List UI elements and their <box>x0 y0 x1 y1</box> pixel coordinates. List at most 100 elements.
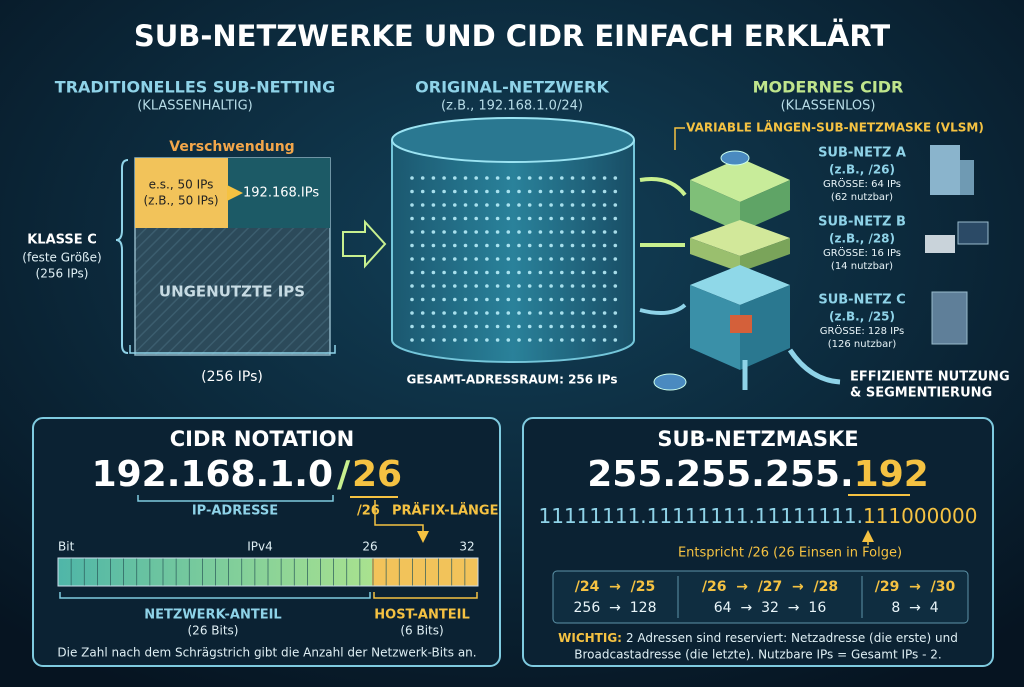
dot <box>560 203 564 207</box>
dot <box>602 257 607 261</box>
dot <box>431 176 436 180</box>
icons <box>925 145 989 345</box>
dot <box>453 230 457 234</box>
binary-mask: 11111111.11111111.11111111.111000000 <box>539 504 978 528</box>
dot <box>517 311 521 315</box>
dot <box>613 230 618 234</box>
prefix-tag: /26 <box>357 504 380 519</box>
dot <box>517 284 521 288</box>
dot <box>495 297 500 302</box>
dot <box>442 284 446 288</box>
table-cell: 64 → 32 → 16 <box>714 600 827 616</box>
dot <box>442 189 446 194</box>
dot <box>549 297 553 302</box>
dot <box>420 257 425 261</box>
subheading: (KLASSENHALTIG) <box>137 99 253 114</box>
dot <box>431 297 436 302</box>
bracket <box>373 592 478 599</box>
dot <box>506 284 511 288</box>
unused-label: UNGENUTZTE IPS <box>159 283 305 301</box>
dot <box>602 230 607 234</box>
dot <box>495 257 500 261</box>
dot <box>506 230 511 234</box>
dot <box>474 176 479 180</box>
dot <box>506 297 511 302</box>
dot <box>431 338 436 342</box>
dot <box>527 243 532 248</box>
dot <box>602 189 607 194</box>
dot <box>410 270 414 275</box>
warning-label: WICHTIG: <box>558 631 622 645</box>
dot <box>474 311 479 315</box>
dot <box>592 176 596 180</box>
dot <box>420 297 425 302</box>
warning-text: 2 Adressen sind reserviert: Netzadresse … <box>626 631 958 645</box>
subnet-name: SUB-NETZ A <box>818 146 906 161</box>
dot <box>474 243 479 248</box>
bracket <box>59 592 371 599</box>
dot <box>570 189 575 194</box>
dot <box>506 311 511 315</box>
dot <box>570 176 575 180</box>
dot <box>485 284 489 288</box>
subnet-usable: (62 nutzbar) <box>831 192 893 203</box>
dot <box>420 230 425 234</box>
dot <box>517 189 521 194</box>
dot <box>570 257 575 261</box>
dot <box>592 230 596 234</box>
mask-last: 192 <box>854 454 929 495</box>
dot <box>485 311 489 315</box>
dot <box>592 338 596 342</box>
dot <box>495 284 500 288</box>
dot <box>474 338 479 342</box>
dot <box>613 216 618 221</box>
dot <box>506 216 511 221</box>
dot <box>485 324 489 329</box>
dot <box>549 243 553 248</box>
dot <box>420 338 425 342</box>
dot <box>613 189 618 194</box>
dot <box>506 203 511 207</box>
dot <box>410 284 414 288</box>
dot <box>442 338 446 342</box>
dot <box>420 284 425 288</box>
dot <box>602 203 607 207</box>
dot <box>506 338 511 342</box>
leader <box>674 127 685 150</box>
heading: ORIGINAL-NETZWERK <box>415 78 609 97</box>
subnet-stack <box>653 150 841 391</box>
dot <box>581 270 585 275</box>
dot <box>431 189 436 194</box>
dot <box>495 243 500 248</box>
address-dots <box>410 176 618 342</box>
table-cell: /24 → /25 <box>575 579 655 595</box>
dot <box>474 297 479 302</box>
dot <box>420 270 425 275</box>
dot <box>485 230 489 234</box>
dot <box>538 203 543 207</box>
dot <box>517 270 521 275</box>
prefix: 26 <box>352 454 402 495</box>
dot <box>560 284 564 288</box>
dot <box>495 324 500 329</box>
dot <box>538 243 543 248</box>
dot <box>613 324 618 329</box>
dot <box>463 338 468 342</box>
dot <box>431 311 436 315</box>
dot <box>442 230 446 234</box>
outcome: & SEGMENTIERUNG <box>850 386 992 401</box>
dot <box>453 338 457 342</box>
dot <box>453 297 457 302</box>
subnet-name: SUB-NETZ C <box>818 293 905 308</box>
subnet-prefix: (z.B., /28) <box>829 232 895 246</box>
dot <box>420 216 425 221</box>
caption: GESAMT-ADRESSRAUM: 256 IPs <box>407 373 618 387</box>
class-label: (feste Größe) <box>22 251 101 265</box>
subnet-name: SUB-NETZ B <box>818 215 906 230</box>
dot <box>410 324 414 329</box>
dot <box>442 203 446 207</box>
dot <box>474 257 479 261</box>
dot <box>506 324 511 329</box>
bit-label: 32 <box>459 540 474 554</box>
